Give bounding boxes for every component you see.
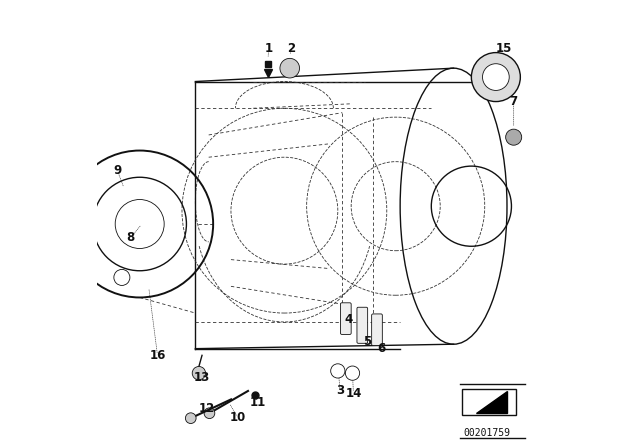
Text: 15: 15 xyxy=(495,42,511,55)
Text: 16: 16 xyxy=(149,349,166,362)
Text: 6: 6 xyxy=(378,342,385,355)
Circle shape xyxy=(346,366,360,380)
Circle shape xyxy=(204,408,215,418)
Text: 13: 13 xyxy=(194,371,210,384)
Text: 00201759: 00201759 xyxy=(463,428,511,438)
Text: 11: 11 xyxy=(250,396,266,409)
Text: 12: 12 xyxy=(198,402,214,415)
Text: 8: 8 xyxy=(127,231,135,244)
Text: 14: 14 xyxy=(345,387,362,400)
Text: 3: 3 xyxy=(336,384,344,397)
Text: 4: 4 xyxy=(345,313,353,326)
FancyBboxPatch shape xyxy=(372,314,382,345)
Text: 5: 5 xyxy=(363,336,371,349)
Text: 10: 10 xyxy=(230,411,246,424)
Text: 9: 9 xyxy=(113,164,122,177)
Text: 7: 7 xyxy=(509,95,518,108)
Circle shape xyxy=(506,129,522,145)
Circle shape xyxy=(331,364,345,378)
Polygon shape xyxy=(476,391,507,413)
Text: 2: 2 xyxy=(287,42,295,55)
Circle shape xyxy=(192,366,205,380)
Text: 1: 1 xyxy=(265,42,273,55)
FancyBboxPatch shape xyxy=(357,307,367,343)
Circle shape xyxy=(280,58,300,78)
Circle shape xyxy=(186,413,196,423)
Bar xyxy=(463,389,516,415)
Circle shape xyxy=(472,52,520,102)
Circle shape xyxy=(483,64,509,90)
FancyBboxPatch shape xyxy=(340,303,351,334)
